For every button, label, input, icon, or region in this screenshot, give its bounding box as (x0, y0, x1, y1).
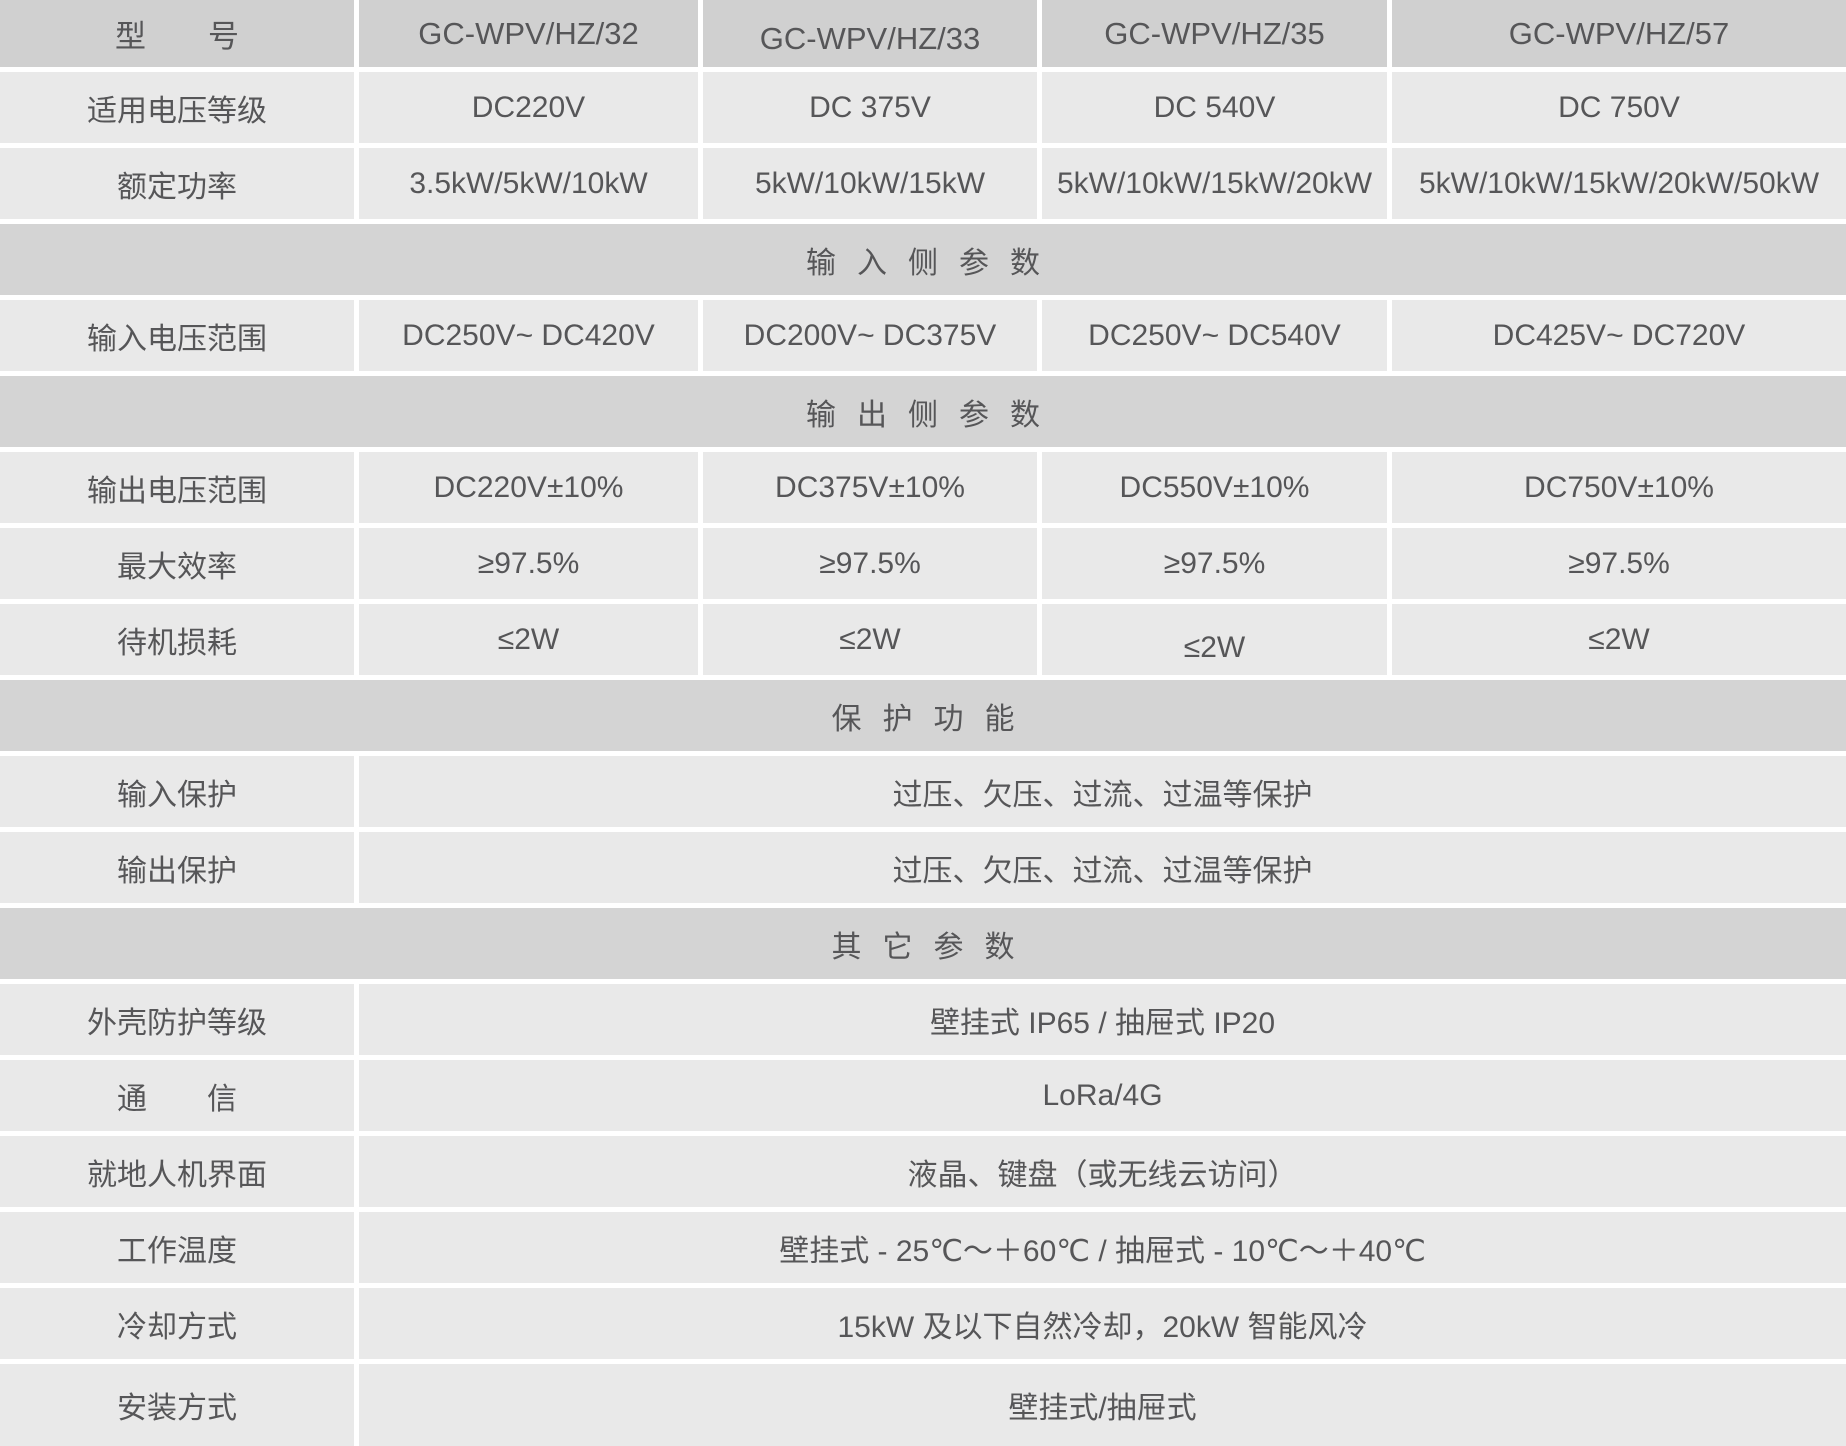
row-label: 待机损耗 (0, 604, 359, 680)
spec-value: DC 750V (1392, 72, 1846, 148)
spec-value: ≥97.5% (1392, 528, 1846, 604)
model-name: GC-WPV/HZ/35 (1042, 0, 1392, 72)
section-title: 输入侧参数 (0, 224, 1846, 300)
spec-value: DC750V±10% (1392, 452, 1846, 528)
table-row-section-output: 输出侧参数 (0, 376, 1846, 452)
table-row-local-hmi: 就地人机界面 液晶、键盘（或无线云访问） (0, 1136, 1846, 1212)
table-row-section-other: 其它参数 (0, 908, 1846, 984)
section-title: 保护功能 (0, 680, 1846, 756)
spec-value: DC 375V (703, 72, 1042, 148)
row-label: 额定功率 (0, 148, 359, 224)
table-row-enclosure-rating: 外壳防护等级 壁挂式 IP65 / 抽屉式 IP20 (0, 984, 1846, 1060)
spec-value: DC 540V (1042, 72, 1392, 148)
spec-value: ≤2W (1042, 604, 1392, 680)
spec-value: 5kW/10kW/15kW/20kW (1042, 148, 1392, 224)
row-label: 输入电压范围 (0, 300, 359, 376)
spec-value: DC200V~ DC375V (703, 300, 1042, 376)
spec-value: DC425V~ DC720V (1392, 300, 1846, 376)
table-row-standby-loss: 待机损耗 ≤2W ≤2W ≤2W ≤2W (0, 604, 1846, 680)
row-label: 冷却方式 (0, 1288, 359, 1364)
merged-value: 过压、欠压、过流、过温等保护 (359, 832, 1846, 908)
table-row-voltage-class: 适用电压等级 DC220V DC 375V DC 540V DC 750V (0, 72, 1846, 148)
table-row-output-voltage-range: 输出电压范围 DC220V±10% DC375V±10% DC550V±10% … (0, 452, 1846, 528)
spec-value: 5kW/10kW/15kW/20kW/50kW (1392, 148, 1846, 224)
table-row-cooling-method: 冷却方式 15kW 及以下自然冷却，20kW 智能风冷 (0, 1288, 1846, 1364)
row-label: 输出电压范围 (0, 452, 359, 528)
row-label: 工作温度 (0, 1212, 359, 1288)
model-name-text: GC-WPV/HZ/33 (759, 20, 981, 56)
table-row-input-voltage-range: 输入电压范围 DC250V~ DC420V DC200V~ DC375V DC2… (0, 300, 1846, 376)
model-name: GC-WPV/HZ/33 (703, 0, 1042, 72)
spec-value: DC250V~ DC540V (1042, 300, 1392, 376)
merged-value: 液晶、键盘（或无线云访问） (359, 1136, 1846, 1212)
model-header-label: 型 号 (0, 0, 359, 72)
spec-value: DC220V±10% (359, 452, 703, 528)
merged-value: 壁挂式 - 25℃～＋60℃ / 抽屉式 - 10℃～＋40℃ (359, 1212, 1846, 1288)
section-title: 输出侧参数 (0, 376, 1846, 452)
spec-value: 3.5kW/5kW/10kW (359, 148, 703, 224)
row-label: 通 信 (0, 1060, 359, 1136)
table-row-section-protection: 保护功能 (0, 680, 1846, 756)
spec-value: 5kW/10kW/15kW (703, 148, 1042, 224)
row-label: 最大效率 (0, 528, 359, 604)
table-row-output-protection: 输出保护 过压、欠压、过流、过温等保护 (0, 832, 1846, 908)
spec-value: ≤2W (359, 604, 703, 680)
merged-value: 15kW 及以下自然冷却，20kW 智能风冷 (359, 1288, 1846, 1364)
row-label: 外壳防护等级 (0, 984, 359, 1060)
row-label: 安装方式 (0, 1364, 359, 1446)
table-row-communication: 通 信 LoRa/4G (0, 1060, 1846, 1136)
model-name: GC-WPV/HZ/57 (1392, 0, 1846, 72)
spec-value: DC550V±10% (1042, 452, 1392, 528)
table-row-section-input: 输入侧参数 (0, 224, 1846, 300)
section-title: 其它参数 (0, 908, 1846, 984)
merged-value: 过压、欠压、过流、过温等保护 (359, 756, 1846, 832)
model-name: GC-WPV/HZ/32 (359, 0, 703, 72)
spec-value: ≤2W (1392, 604, 1846, 680)
merged-value: 壁挂式/抽屉式 (359, 1364, 1846, 1446)
table-row-input-protection: 输入保护 过压、欠压、过流、过温等保护 (0, 756, 1846, 832)
row-label: 适用电压等级 (0, 72, 359, 148)
row-label: 输入保护 (0, 756, 359, 832)
spec-value: ≥97.5% (359, 528, 703, 604)
table-row-max-efficiency: 最大效率 ≥97.5% ≥97.5% ≥97.5% ≥97.5% (0, 528, 1846, 604)
spec-value-text: ≤2W (1183, 630, 1246, 664)
spec-value: DC220V (359, 72, 703, 148)
table-row-installation-method: 安装方式 壁挂式/抽屉式 (0, 1364, 1846, 1446)
row-label: 输出保护 (0, 832, 359, 908)
spec-value: ≤2W (703, 604, 1042, 680)
merged-value: LoRa/4G (359, 1060, 1846, 1136)
merged-value: 壁挂式 IP65 / 抽屉式 IP20 (359, 984, 1846, 1060)
spec-value: ≥97.5% (1042, 528, 1392, 604)
table-row-model-header: 型 号 GC-WPV/HZ/32 GC-WPV/HZ/33 GC-WPV/HZ/… (0, 0, 1846, 72)
spec-value: DC375V±10% (703, 452, 1042, 528)
row-label: 就地人机界面 (0, 1136, 359, 1212)
spec-value: ≥97.5% (703, 528, 1042, 604)
table-row-operating-temperature: 工作温度 壁挂式 - 25℃～＋60℃ / 抽屉式 - 10℃～＋40℃ (0, 1212, 1846, 1288)
spec-value: DC250V~ DC420V (359, 300, 703, 376)
table-row-rated-power: 额定功率 3.5kW/5kW/10kW 5kW/10kW/15kW 5kW/10… (0, 148, 1846, 224)
